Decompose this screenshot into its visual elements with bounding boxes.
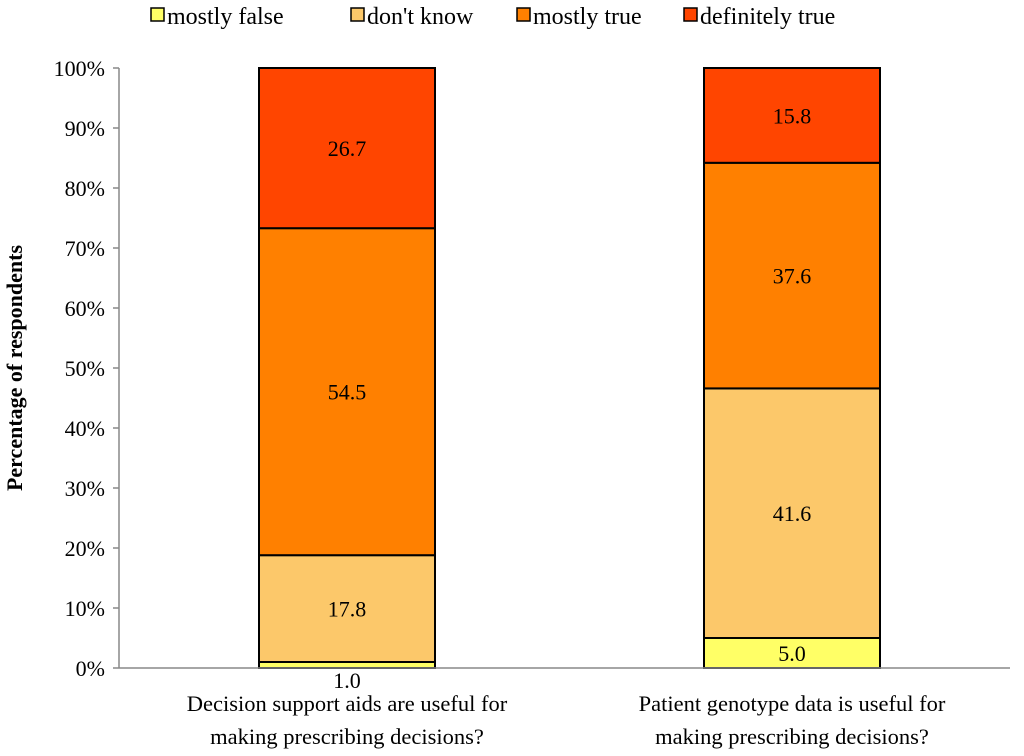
y-tick-label: 90% — [65, 116, 105, 141]
category-label: making prescribing decisions? — [655, 724, 929, 749]
category-label: Patient genotype data is useful for — [639, 691, 946, 716]
data-label: 1.0 — [333, 668, 361, 693]
legend-label: don't know — [367, 4, 474, 30]
x-axis: Decision support aids are useful for maki… — [119, 667, 1010, 749]
legend-swatch — [683, 7, 698, 22]
y-tick-label: 60% — [65, 296, 105, 321]
legend-swatch — [350, 7, 365, 22]
legend-label: definitely true — [700, 4, 835, 30]
data-label: 41.6 — [773, 501, 812, 526]
bars: 1.0 17.8 54.5 26.7 5.0 41.6 37.6 15.8 — [258, 67, 881, 693]
category-label: making prescribing decisions? — [210, 724, 484, 749]
y-tick-label: 100% — [54, 56, 105, 81]
data-label: 15.8 — [773, 103, 812, 128]
y-tick-label: 20% — [65, 536, 105, 561]
bar-segment-don-t-know — [703, 387, 881, 639]
y-axis: 0% 10% 20% 30% 40% 50% 60% 70% 80% 90% 100% — [54, 56, 120, 681]
data-label: 5.0 — [778, 641, 806, 666]
legend-label: mostly true — [533, 4, 642, 30]
y-tick-label: 0% — [76, 656, 105, 681]
legend: mostly false don't know mostly true definit… — [150, 4, 835, 30]
y-tick-label: 50% — [65, 356, 105, 381]
legend-swatch — [516, 7, 531, 22]
legend-label: mostly false — [167, 4, 284, 30]
y-tick-label: 30% — [65, 476, 105, 501]
legend-swatch — [150, 7, 165, 22]
y-tick-label: 80% — [65, 176, 105, 201]
y-tick-label: 70% — [65, 236, 105, 261]
y-axis-title: Percentage of respondents — [2, 245, 27, 491]
bar-segment-definitely-true — [703, 67, 881, 164]
data-label: 54.5 — [328, 380, 367, 405]
data-label: 26.7 — [328, 136, 367, 161]
bar-segment-definitely-true — [258, 67, 436, 230]
data-label: 17.8 — [328, 597, 367, 622]
y-tick-label: 10% — [65, 596, 105, 621]
category-label: Decision support aids are useful for — [187, 691, 508, 716]
y-tick-label: 40% — [65, 416, 105, 441]
data-label: 37.6 — [773, 264, 812, 289]
bar-segment-mostly-true — [703, 161, 881, 390]
